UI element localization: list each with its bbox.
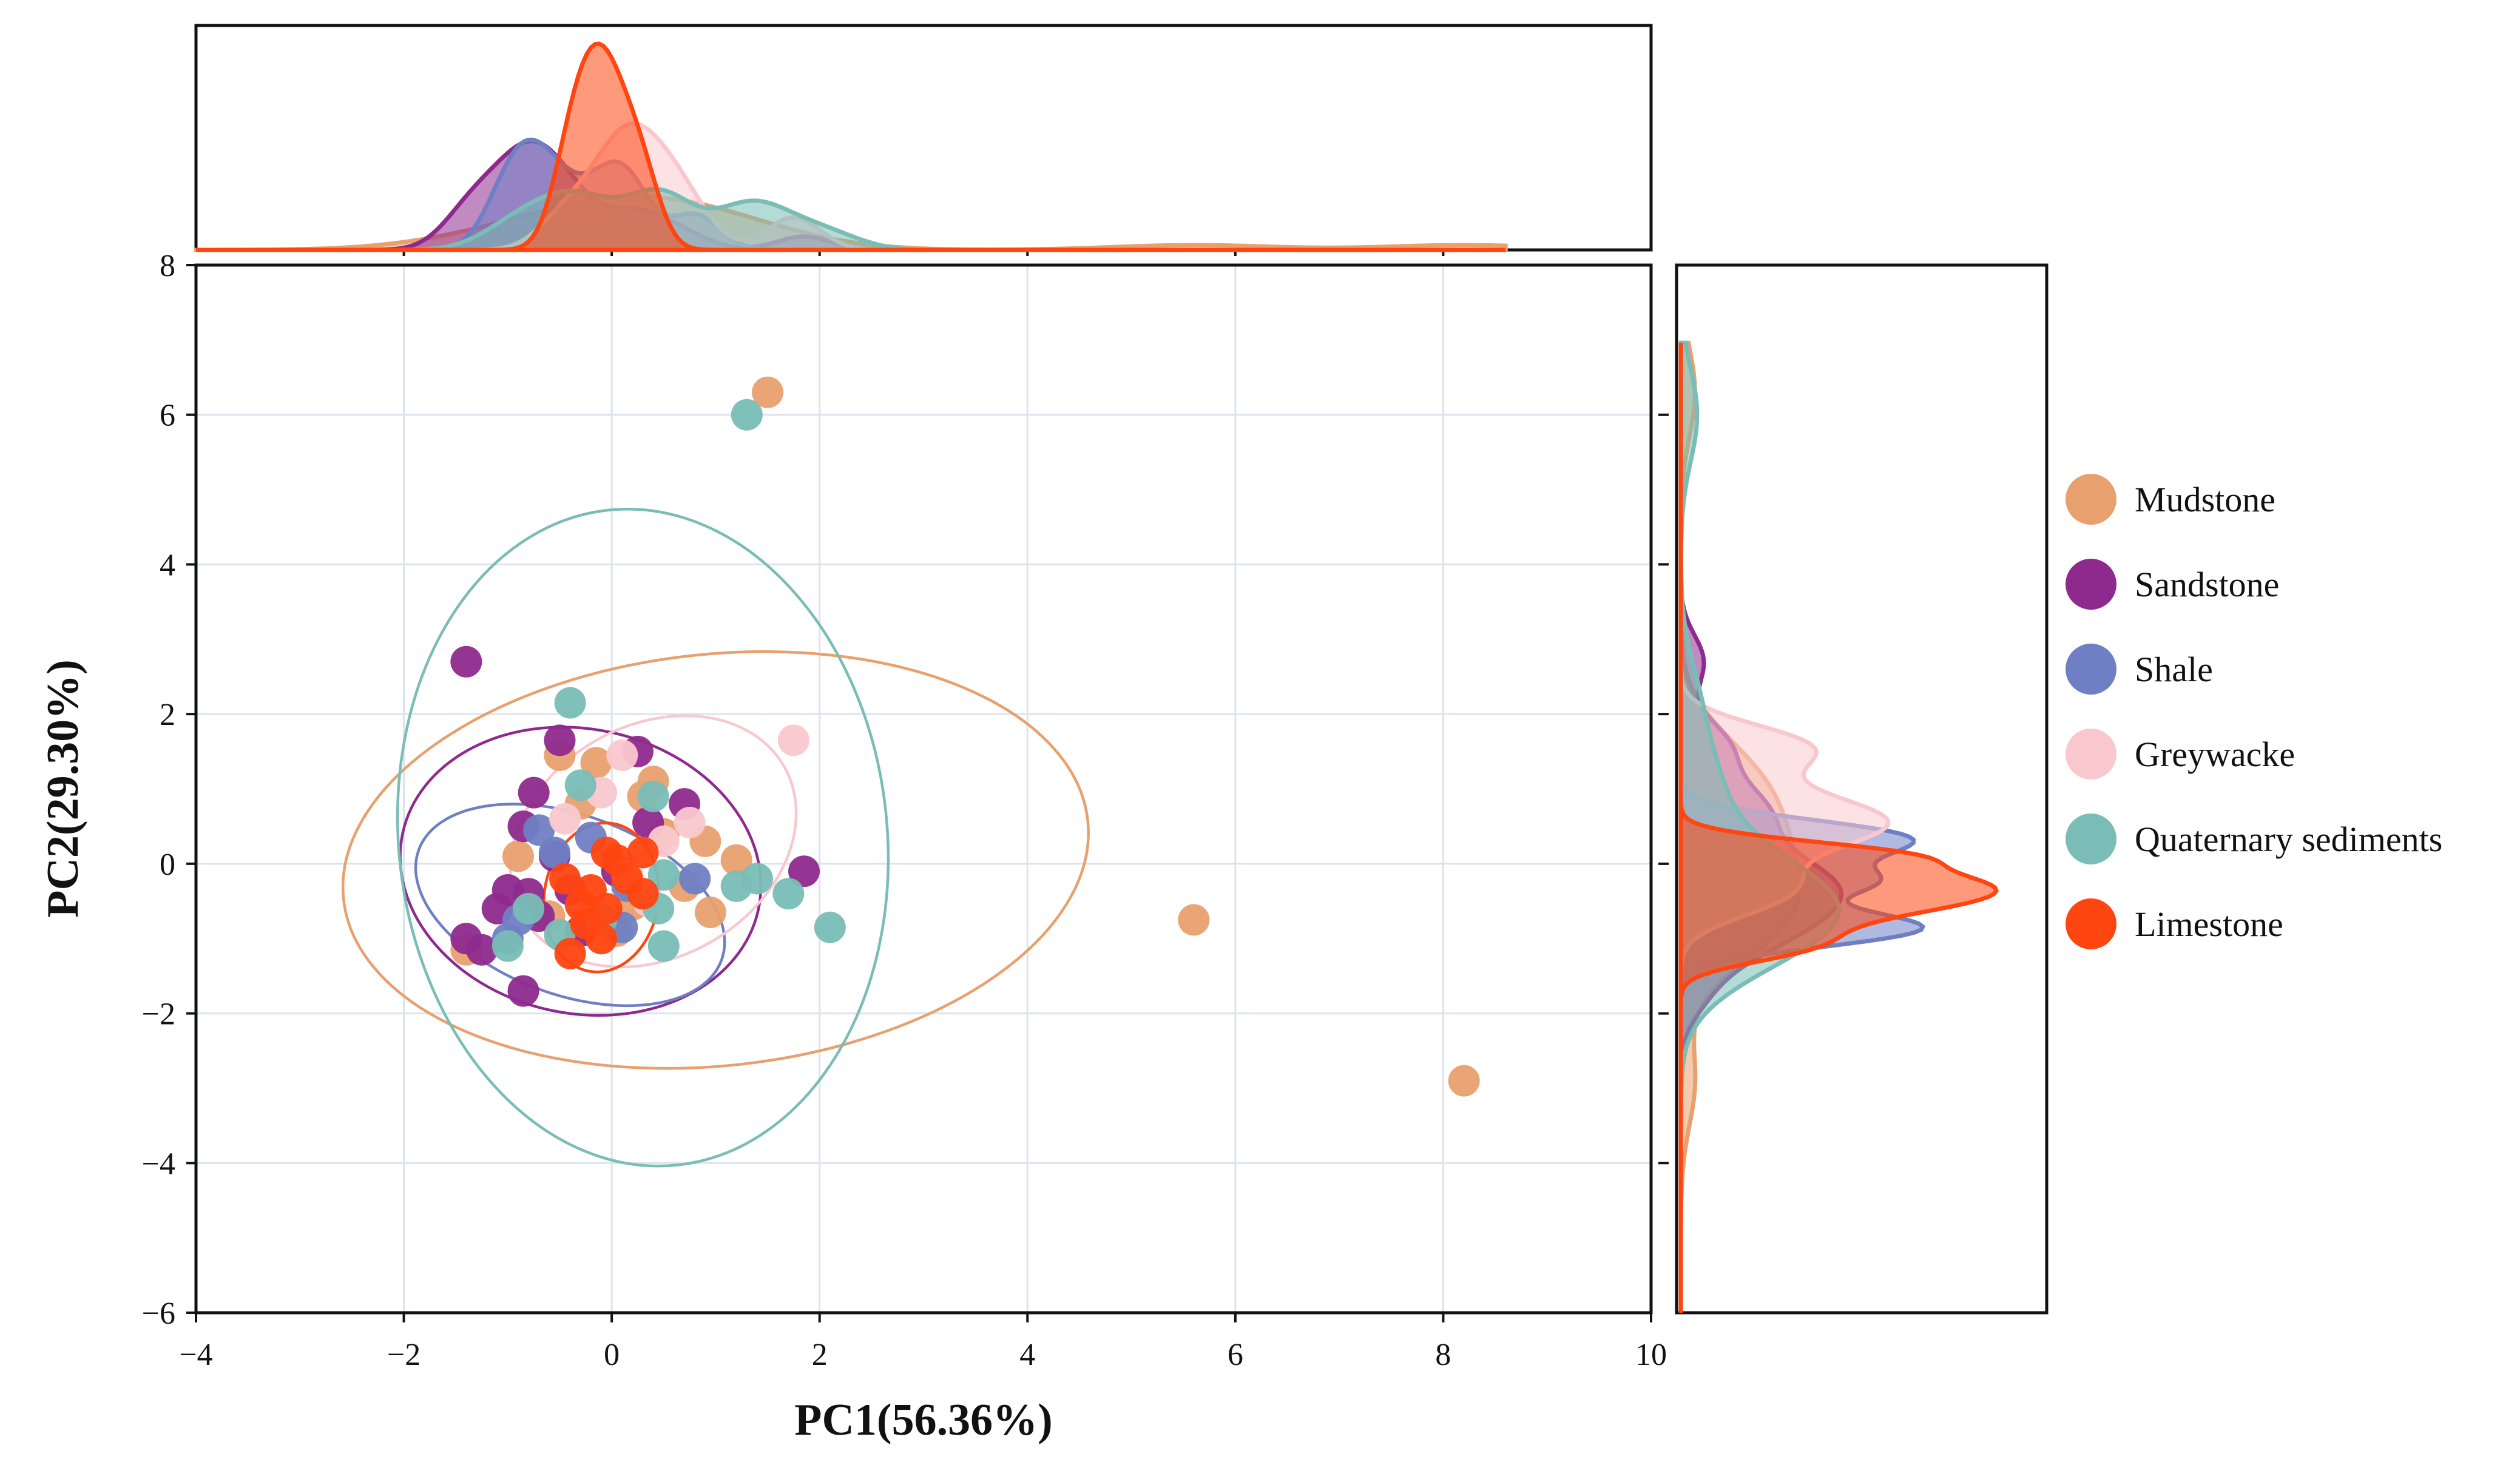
point-limestone [627,878,659,910]
point-quaternary-sediments [492,930,524,962]
y-tick-label: 0 [160,847,175,882]
right-panel-frame [1675,263,2049,1315]
point-sandstone [466,934,498,966]
point-sandstone [544,724,576,756]
point-limestone [554,937,586,969]
ellipse-shale [414,803,726,1008]
y-tick-label: −6 [142,1296,175,1331]
x-axis-title: PC1(56.36%) [794,1395,1052,1445]
legend-label-limestone: Limestone [2135,904,2283,944]
point-quaternary-sediments [637,780,669,812]
y-tick-label: −4 [142,1147,175,1181]
legend-label-greywacke: Greywacke [2135,735,2295,774]
legend-marker-shale [2066,644,2116,695]
main-plot-frame [194,263,1653,1315]
x-tick-label: 10 [1635,1338,1667,1372]
top-density-limestone [196,41,1506,252]
point-quaternary-sediments [564,769,596,801]
legend-marker-limestone [2066,898,2116,949]
point-mudstone [502,840,534,872]
point-quaternary-sediments [513,892,545,924]
scatter-points [450,376,1480,1097]
point-limestone [549,863,581,895]
point-mudstone [1448,1065,1480,1097]
point-sandstone [492,874,524,906]
point-quaternary-sediments [647,859,680,891]
x-tick-label: 6 [1228,1338,1243,1372]
point-greywacke [549,803,581,835]
point-limestone [627,837,659,869]
point-limestone [590,892,623,924]
y-axis: −6 −4 −2 0 2 4 6 8 [142,249,196,1331]
x-tick-label: −2 [387,1338,421,1372]
ellipse-quaternary-sediments [396,507,890,1168]
legend-label-quaternary-sediments: Quaternary sediments [2135,820,2442,859]
point-quaternary-sediments [814,911,846,943]
x-tick-label: 8 [1435,1338,1451,1372]
point-greywacke [777,724,809,756]
right-density-limestone [1678,343,1999,1313]
legend-label-mudstone: Mudstone [2135,480,2275,519]
point-sandstone [507,975,539,1007]
x-tick-label: 2 [812,1338,828,1372]
x-tick-label: −4 [179,1338,212,1372]
point-greywacke [674,807,706,839]
legend-marker-quaternary-sediments [2066,813,2116,864]
top-density-panel [194,24,1653,256]
right-density-panel [1658,263,2049,1315]
x-tick-label: 4 [1019,1338,1035,1372]
point-shale [523,814,555,846]
point-quaternary-sediments [772,878,805,910]
x-tick-label: 0 [604,1338,620,1372]
y-axis-title: PC2(29.30%) [38,659,88,917]
legend: Mudstone Sandstone Shale Greywacke Quaternar… [2066,474,2442,949]
point-sandstone [518,776,550,809]
y-tick-label: 4 [160,548,175,582]
point-shale [679,863,711,895]
x-axis: −4 −2 0 2 4 6 8 10 [179,1313,1667,1372]
point-mudstone [580,747,612,779]
legend-label-sandstone: Sandstone [2135,565,2279,604]
grid [196,265,1651,1313]
legend-marker-greywacke [2066,729,2116,780]
y-tick-label: 6 [160,399,175,433]
y-tick-label: −2 [142,997,175,1032]
point-greywacke [606,739,638,771]
point-sandstone [450,645,482,678]
point-shale [538,837,570,869]
ellipse-mudstone [341,650,1090,1070]
point-sandstone [788,855,820,887]
point-mudstone [752,376,784,408]
point-quaternary-sediments [741,863,773,895]
point-mudstone [1178,904,1210,936]
legend-marker-sandstone [2066,559,2116,610]
legend-label-shale: Shale [2135,650,2213,689]
point-mudstone [694,897,726,929]
point-quaternary-sediments [731,399,763,431]
y-tick-label: 2 [160,698,175,732]
legend-marker-mudstone [2066,474,2116,525]
y-tick-label: 8 [160,249,175,283]
point-quaternary-sediments [647,930,680,962]
point-mudstone [720,844,752,876]
point-limestone [586,923,618,955]
point-quaternary-sediments [554,687,586,719]
confidence-ellipses [341,507,1090,1168]
